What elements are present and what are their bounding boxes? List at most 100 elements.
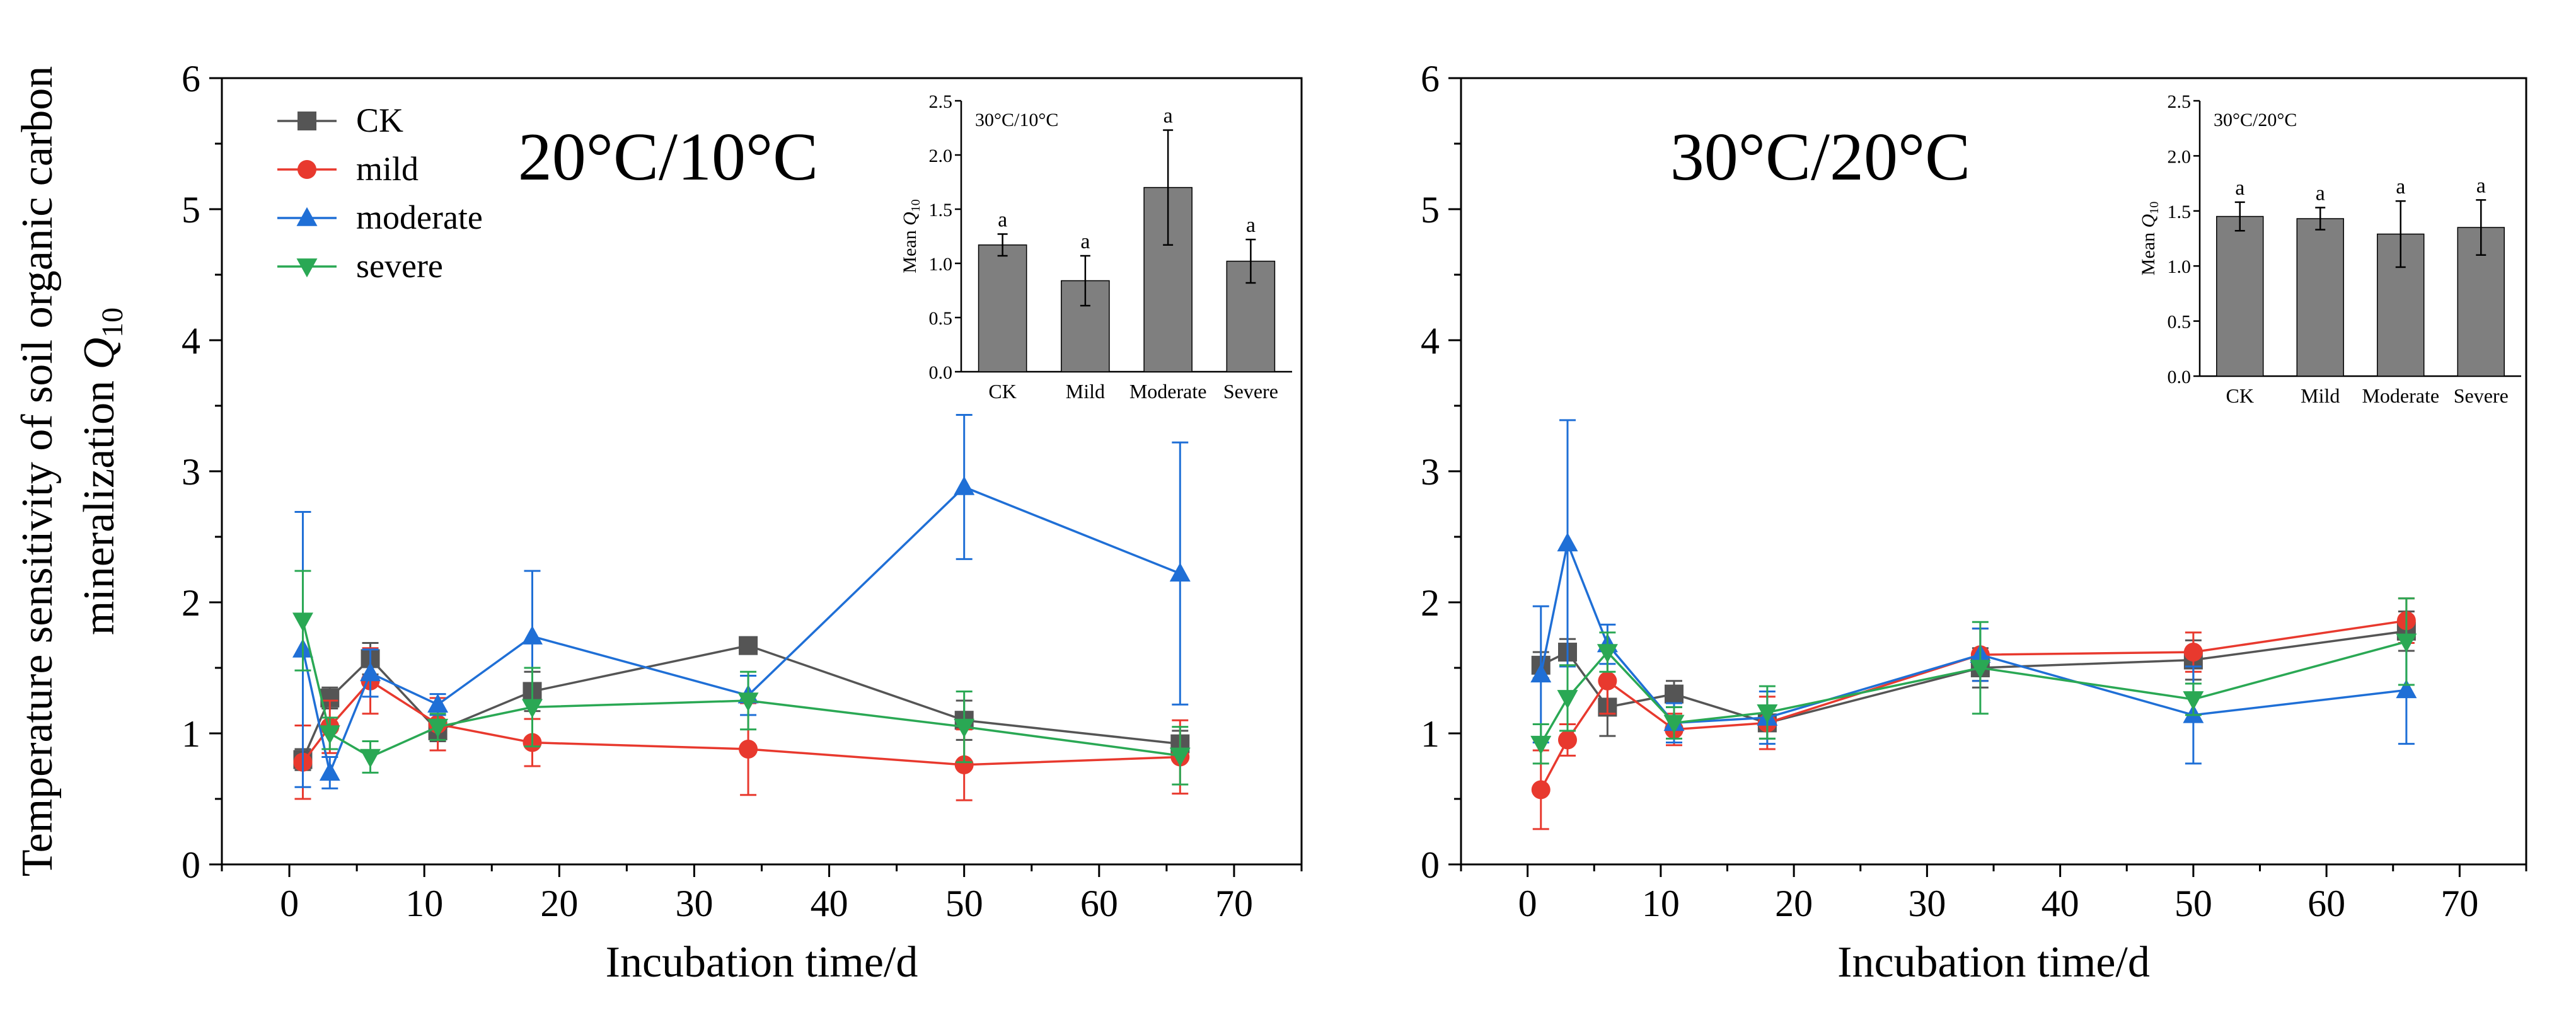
series-line-severe [301, 620, 1181, 759]
inset-y-axis-label: Mean Q10 [899, 199, 923, 273]
legend-marker-mild [297, 160, 316, 179]
inset-bar [2296, 218, 2344, 377]
x-tick-label: 50 [2175, 883, 2212, 924]
y-tick-label: 4 [182, 320, 200, 362]
data-point-moderate [1169, 562, 1191, 582]
series-line-mild [302, 679, 1181, 766]
series-line-moderate [1540, 539, 2407, 725]
y-tick-label: 6 [1421, 58, 1440, 100]
data-point-severe [1970, 660, 1991, 679]
data-point-severe [427, 718, 449, 738]
panel-title: 30°C/20°C [1670, 120, 1970, 195]
data-point-severe [360, 748, 381, 768]
x-tick-label: 60 [2307, 883, 2345, 924]
inset-y-tick-label: 1.0 [929, 254, 953, 275]
inset-chart-1: 0.0 0.5 1.0 1.5 2.0 2.5 Mean Q10 30°C/10°C a CK a M… [899, 91, 1292, 403]
inset-category-label: Severe [1223, 380, 1278, 403]
data-point-severe [737, 692, 759, 712]
inset-significance-label: a [1080, 230, 1090, 253]
data-point-mild [2183, 643, 2203, 662]
inset-bar [978, 244, 1027, 372]
y-tick-label: 4 [1421, 320, 1440, 362]
inset-category-label: CK [988, 380, 1016, 403]
x-tick-label: 40 [2042, 883, 2079, 924]
series-severe [292, 570, 1191, 786]
legend-label-moderate: moderate [356, 198, 483, 236]
y-tick-label: 0 [182, 844, 200, 886]
inset-title: 30°C/10°C [975, 110, 1058, 130]
inset-y-tick-label: 2.0 [2168, 146, 2192, 167]
x-tick-label: 30 [675, 883, 713, 924]
inset-y-tick-label: 2.5 [929, 91, 953, 112]
x-tick-label: 70 [1215, 883, 1253, 924]
legend: CK mild moderate severe [277, 101, 483, 285]
data-point-moderate [319, 762, 340, 781]
inset-y-tick-label: 2.0 [929, 146, 953, 166]
inset-significance-label: a [998, 209, 1007, 232]
data-point-moderate [521, 625, 543, 645]
data-point-severe [2396, 633, 2417, 653]
x-axis-label: Incubation time/d [1837, 938, 2150, 987]
inset-y-tick-label: 2.5 [2168, 91, 2192, 112]
data-point-severe [1597, 644, 1618, 663]
y-axis-label-line1: Temperature sensitivity of soil organic … [13, 66, 62, 877]
data-point-moderate [1530, 663, 1552, 683]
inset-category-label: Mild [2301, 384, 2340, 407]
data-point-severe [521, 699, 543, 718]
x-tick-label: 10 [405, 883, 443, 924]
inset-y-tick-label: 0.0 [929, 362, 953, 383]
data-point-severe [292, 612, 313, 632]
data-point-moderate [2396, 679, 2417, 699]
inset-category-label: CK [2226, 384, 2254, 407]
data-point-severe [1169, 747, 1191, 767]
data-point-mild [1531, 780, 1551, 800]
x-tick-label: 40 [811, 883, 848, 924]
inset-significance-label: a [2476, 174, 2486, 197]
data-point-mild [739, 739, 758, 759]
legend-label-severe: severe [356, 247, 443, 285]
inset-significance-label: a [2396, 175, 2405, 198]
x-tick-label: 50 [945, 883, 983, 924]
x-tick-label: 30 [1908, 883, 1946, 924]
y-tick-label: 5 [182, 189, 200, 231]
y-tick-label: 5 [1421, 189, 1440, 231]
inset-y-axis-label: Mean Q10 [2138, 202, 2161, 275]
inset-category-label: Moderate [2362, 384, 2439, 407]
inset-bar [2216, 215, 2264, 377]
y-tick-label: 3 [182, 451, 200, 493]
x-tick-label: 20 [1775, 883, 1813, 924]
y-tick-label: 2 [1421, 582, 1440, 624]
data-point-severe [1530, 735, 1552, 755]
data-point-moderate [427, 693, 449, 713]
y-tick-label: 0 [1421, 844, 1440, 886]
data-point-severe [1757, 704, 1778, 723]
inset-significance-label: a [2235, 176, 2244, 200]
x-tick-label: 60 [1080, 883, 1118, 924]
data-point-mild [1598, 671, 1617, 691]
plot-frame [1460, 77, 2527, 866]
y-tick-label: 1 [182, 713, 200, 755]
y-tick-label: 6 [182, 58, 200, 100]
data-point-severe [319, 725, 340, 745]
inset-category-label: Moderate [1129, 380, 1207, 403]
inset-significance-label: a [1246, 214, 1256, 237]
data-point-ck [739, 636, 758, 655]
data-point-moderate [1557, 532, 1578, 552]
data-point-severe [1663, 714, 1685, 734]
data-point-severe [1557, 690, 1578, 709]
x-tick-label: 0 [280, 883, 299, 924]
legend-marker-severe [296, 258, 318, 278]
panel-title: 20°C/10°C [518, 120, 818, 195]
y-tick-label: 2 [182, 582, 200, 624]
data-point-severe [2183, 691, 2204, 711]
plot-frame [221, 77, 1303, 866]
data-point-moderate [954, 476, 975, 495]
inset-significance-label: a [2316, 182, 2325, 205]
inset-significance-label: a [1164, 104, 1173, 127]
legend-label-mild: mild [356, 150, 419, 188]
series-severe [1530, 597, 2417, 765]
inset-title: 30°C/20°C [2214, 110, 2297, 130]
x-axis-label: Incubation time/d [606, 938, 918, 987]
